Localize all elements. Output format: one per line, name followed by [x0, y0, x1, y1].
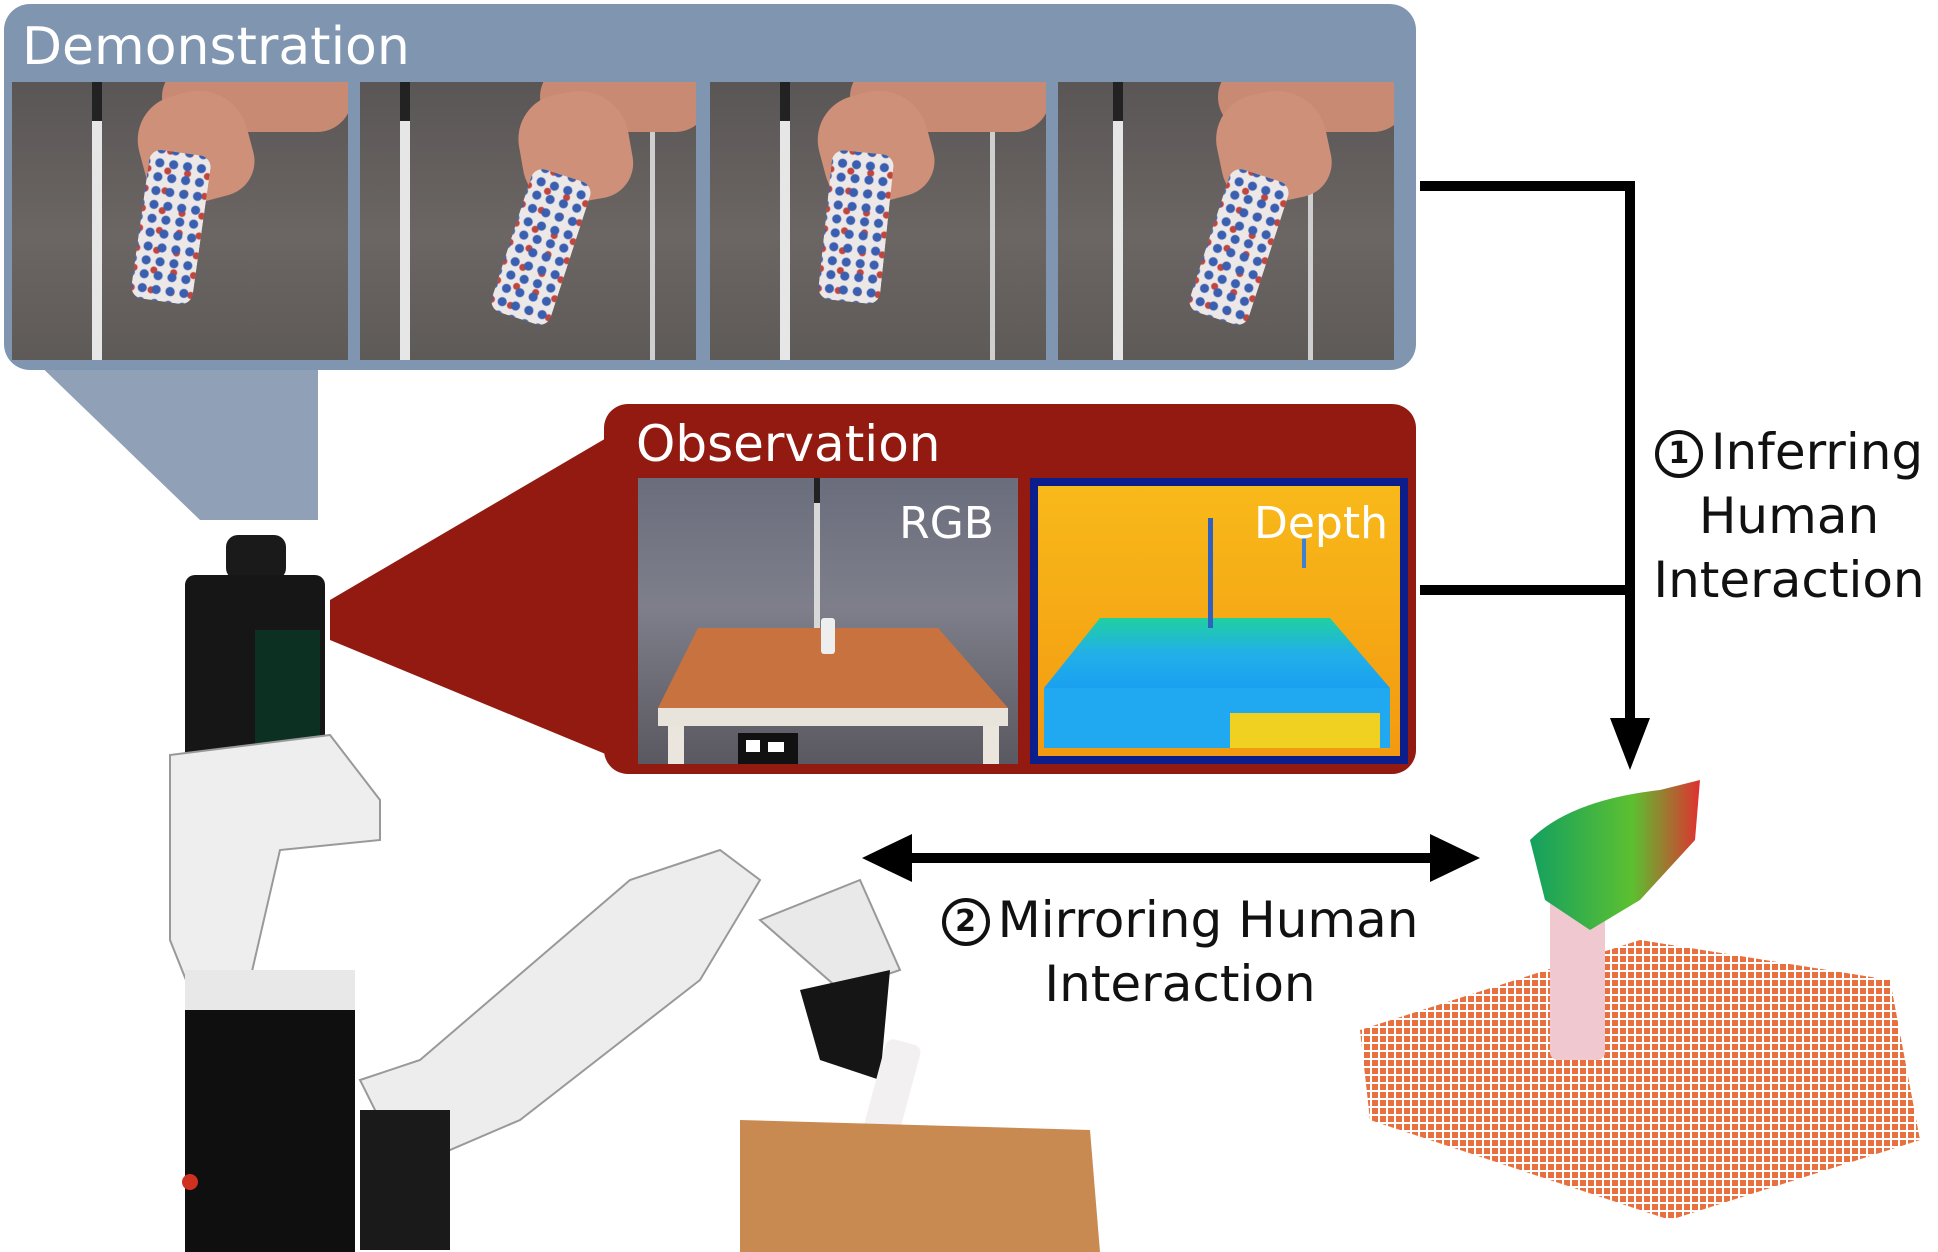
observation-title: Observation [636, 415, 941, 473]
inferring-line1: Inferring [1710, 423, 1924, 481]
demo-connector-line [1420, 181, 1635, 720]
inferring-arrowhead [1610, 718, 1650, 770]
inferring-line3: Interaction [1653, 551, 1925, 609]
mirroring-line2: Interaction [1044, 955, 1316, 1013]
inferring-line2: Human [1698, 487, 1880, 545]
step-1-badge: 1 [1654, 430, 1703, 478]
inferring-annotation: 1 Inferring Human Interaction [1640, 420, 1938, 612]
rgb-scene-illustration [658, 478, 1008, 764]
demonstration-panel: Demonstration [4, 4, 1416, 370]
demo-frame-2 [360, 82, 696, 360]
rgb-image: RGB [638, 478, 1018, 764]
rgb-label: RGB [899, 498, 994, 549]
mirroring-arrowhead-right [1430, 834, 1480, 882]
obs-funnel-shape [330, 430, 620, 760]
mirroring-arrowhead-left [862, 834, 912, 882]
depth-map-illustration [1038, 486, 1400, 756]
mirroring-annotation: 2 Mirroring Human Interaction [920, 888, 1440, 1016]
depth-image: Depth [1030, 478, 1408, 764]
demo-frame-1 [12, 82, 348, 360]
demo-frame-4 [1058, 82, 1394, 360]
step-2-badge: 2 [941, 898, 990, 946]
demo-frame-3 [710, 82, 1046, 360]
mirroring-line1: Mirroring Human [997, 891, 1419, 949]
point-cloud-illustration [1360, 780, 1920, 1220]
robot-illustration [169, 535, 1100, 1252]
demonstration-title: Demonstration [22, 17, 410, 77]
depth-label: Depth [1253, 498, 1388, 549]
